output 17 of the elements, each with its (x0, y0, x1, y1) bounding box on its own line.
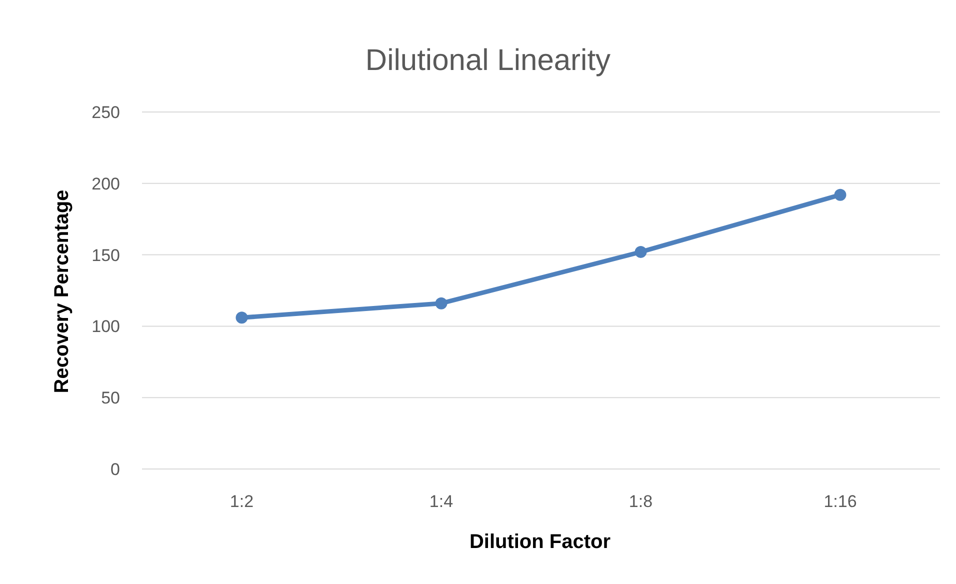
y-tick-label: 0 (110, 460, 120, 479)
point (236, 312, 248, 324)
x-tick-label: 1:2 (230, 492, 254, 511)
y-tick-label: 200 (92, 174, 120, 194)
point (634, 246, 647, 258)
y-axis-title: Recovery Percentage (51, 190, 73, 394)
point (834, 188, 846, 201)
y-tick-label: 50 (101, 388, 120, 408)
x-tick-label: 1:8 (628, 492, 653, 511)
y-tick-label: 250 (92, 102, 120, 122)
y-tick-label: 150 (92, 246, 120, 265)
x-tick-label: 1:16 (824, 492, 857, 511)
x-tick-label: 1:4 (429, 492, 454, 511)
x-axis-title: Dilution Factor (469, 531, 611, 553)
chart-title: Dilutional Linearity (365, 44, 611, 77)
point (435, 297, 448, 310)
y-tick-label: 100 (92, 317, 120, 336)
